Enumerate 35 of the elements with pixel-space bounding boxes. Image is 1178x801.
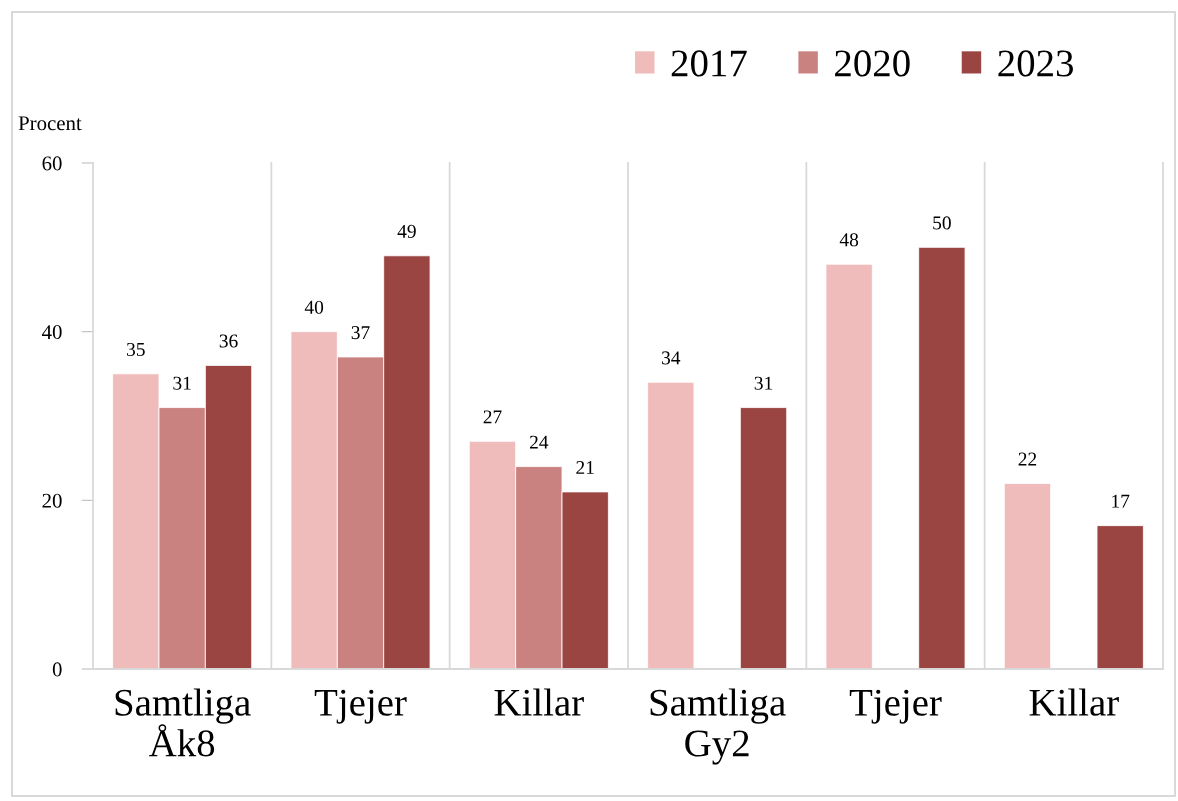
data-label: 31 (754, 376, 773, 390)
y-axis-title: Procent (18, 116, 82, 131)
data-label: 24 (529, 435, 549, 449)
data-label: 40 (304, 300, 324, 314)
data-label: 21 (576, 460, 594, 474)
data-label: 31 (173, 376, 191, 390)
legend-label: 2020 (835, 50, 910, 77)
x-tick-label: Tjejer (849, 689, 942, 724)
x-tick-label: Killar (494, 688, 584, 716)
bar (1096, 525, 1144, 669)
y-tick-label: 20 (42, 493, 62, 508)
bar (1003, 483, 1052, 669)
legend-label: 2017 (671, 50, 747, 77)
x-tick-label: Tjejer (314, 689, 407, 724)
data-label: 34 (662, 351, 681, 365)
data-label: 35 (127, 342, 145, 356)
bar (918, 246, 966, 669)
data-label: 27 (483, 410, 502, 424)
bar (647, 381, 695, 669)
x-tick-label: Samtliga Gy2 (650, 688, 786, 765)
data-label: 49 (397, 224, 416, 238)
x-tick-label: Samtliga Åk8 (115, 688, 251, 757)
x-tick-label: Killar (1029, 688, 1119, 716)
y-tick-label: 60 (42, 156, 62, 171)
data-label: 22 (1018, 452, 1037, 466)
bar (825, 263, 873, 669)
y-tick-label: 0 (52, 662, 62, 677)
data-label: 48 (839, 233, 859, 247)
bar (739, 407, 788, 669)
data-label: 36 (219, 334, 238, 348)
y-tick-label: 40 (42, 325, 62, 340)
legend-label: 2023 (998, 50, 1073, 77)
data-label: 50 (933, 216, 951, 230)
data-label: 17 (1112, 494, 1130, 508)
data-label: 37 (351, 326, 370, 340)
